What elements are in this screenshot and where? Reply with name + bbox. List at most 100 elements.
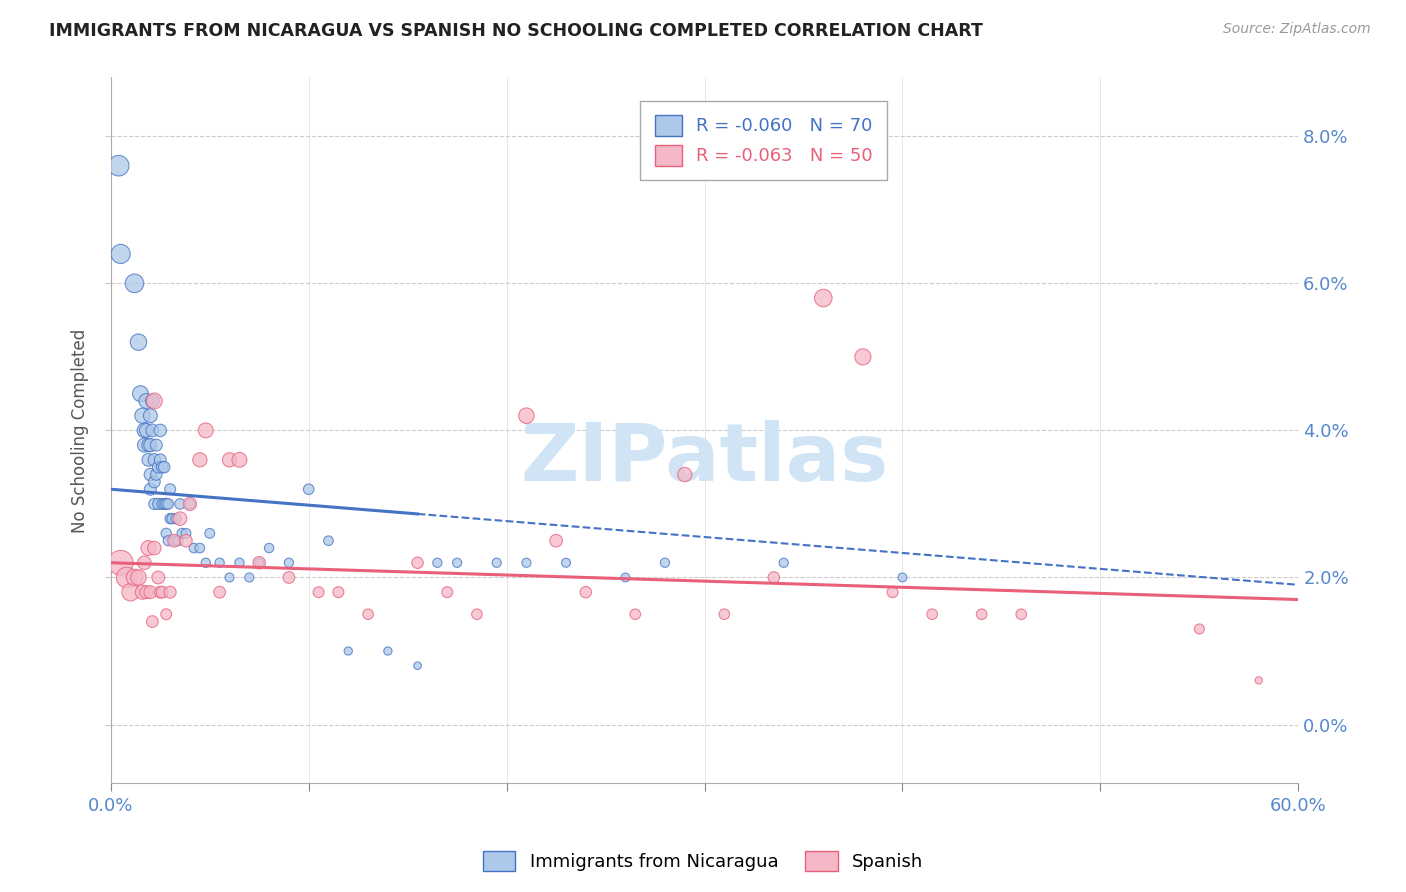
Point [426,556,449,570]
Point [188,541,211,555]
Point [238,570,260,584]
Point [135,394,157,409]
Point [163,533,186,548]
Point [139,467,162,482]
Point [970,607,993,622]
Point [575,585,598,599]
Point [1188,622,1211,636]
Point [139,482,162,496]
Point [436,585,458,599]
Point [257,541,280,555]
Point [163,533,186,548]
Point [110,556,132,570]
Point [110,247,132,261]
Point [277,556,299,570]
Point [228,556,250,570]
Point [129,386,152,401]
Legend: Immigrants from Nicaragua, Spanish: Immigrants from Nicaragua, Spanish [475,844,931,879]
Point [139,438,162,452]
Point [143,475,166,489]
Y-axis label: No Schooling Completed: No Schooling Completed [72,328,89,533]
Point [135,585,157,599]
Point [772,556,794,570]
Point [1247,673,1270,688]
Legend: R = -0.060   N = 70, R = -0.063   N = 50: R = -0.060 N = 70, R = -0.063 N = 50 [640,101,887,180]
Point [141,424,163,438]
Point [174,526,197,541]
Point [150,497,173,511]
Point [134,556,156,570]
Point [153,460,176,475]
Point [713,607,735,622]
Point [337,644,360,658]
Point [127,570,149,584]
Point [143,452,166,467]
Point [485,556,508,570]
Point [149,424,172,438]
Point [135,424,157,438]
Point [406,658,429,673]
Point [167,533,190,548]
Point [198,526,221,541]
Point [298,482,321,496]
Text: ZIPatlas: ZIPatlas [520,419,889,498]
Point [179,497,201,511]
Point [465,607,488,622]
Point [143,394,166,409]
Point [208,556,231,570]
Point [138,452,160,467]
Point [183,541,205,555]
Point [115,570,138,584]
Point [515,409,537,423]
Point [546,533,568,548]
Point [921,607,943,622]
Point [555,556,578,570]
Point [157,533,180,548]
Point [406,556,429,570]
Point [159,511,181,525]
Point [318,533,340,548]
Text: Source: ZipAtlas.com: Source: ZipAtlas.com [1223,22,1371,37]
Point [160,511,183,525]
Point [134,424,156,438]
Point [143,541,166,555]
Point [357,607,380,622]
Point [194,556,217,570]
Point [138,438,160,452]
Point [124,277,146,291]
Point [208,585,231,599]
Point [138,541,160,555]
Point [174,533,197,548]
Point [145,438,167,452]
Point [377,644,399,658]
Point [150,460,173,475]
Text: IMMIGRANTS FROM NICARAGUA VS SPANISH NO SCHOOLING COMPLETED CORRELATION CHART: IMMIGRANTS FROM NICARAGUA VS SPANISH NO … [49,22,983,40]
Point [624,607,647,622]
Point [170,526,193,541]
Point [247,556,270,570]
Point [134,438,156,452]
Point [165,511,187,525]
Point [145,467,167,482]
Point [131,585,153,599]
Point [139,409,162,423]
Point [179,497,201,511]
Point [169,497,191,511]
Point [149,585,172,599]
Point [247,556,270,570]
Point [127,335,149,350]
Point [218,452,240,467]
Point [141,394,163,409]
Point [218,570,240,584]
Point [149,452,172,467]
Point [891,570,914,584]
Point [194,424,217,438]
Point [148,460,170,475]
Point [107,159,129,173]
Point [515,556,537,570]
Point [153,497,176,511]
Point [155,497,177,511]
Point [762,570,785,584]
Point [446,556,468,570]
Point [614,570,637,584]
